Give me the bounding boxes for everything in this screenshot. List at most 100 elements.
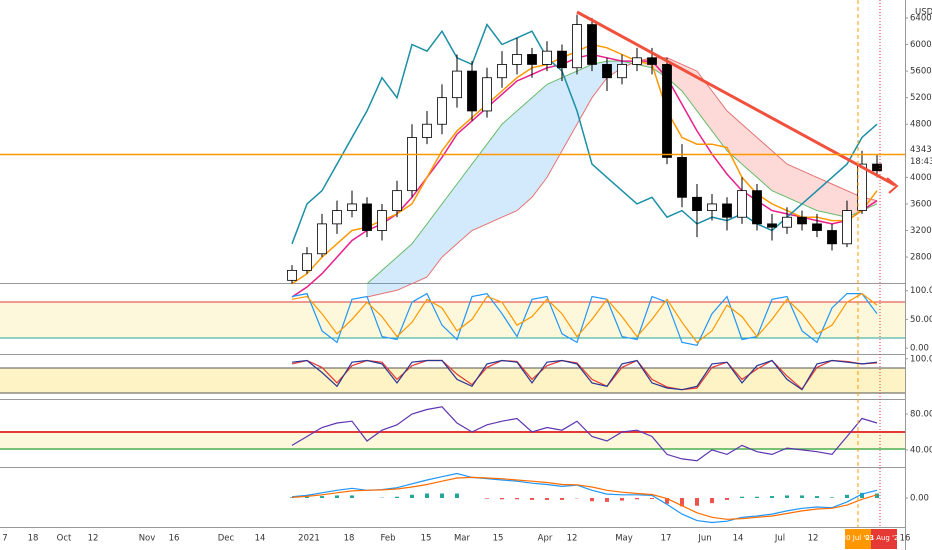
histogram-bar (305, 497, 309, 498)
panel-separators (0, 0, 906, 550)
x-tick-label: 15 (421, 534, 432, 544)
histogram-bar (665, 498, 669, 504)
marker-label: 03 Aug '21 (865, 534, 903, 542)
cloud-segment (787, 164, 802, 204)
candle-body (452, 70, 462, 99)
histogram-bar (440, 493, 444, 498)
cloud-segment (547, 77, 562, 178)
x-tick-label: 18 (28, 534, 39, 544)
candle-body (332, 210, 342, 225)
candle-body (437, 97, 447, 125)
histogram-bar (680, 498, 684, 507)
cloud-segment (412, 223, 427, 284)
candle-body (557, 50, 567, 69)
y-tick-label: 0.00 (910, 494, 929, 504)
y-tick-label: 40.00 (910, 445, 932, 455)
cloud-segment (382, 257, 397, 294)
indicator-line (291, 472, 878, 524)
x-tick-label: May (615, 534, 633, 544)
histogram-bar (635, 498, 639, 500)
cloud-segment (472, 144, 487, 231)
histogram-bar (455, 493, 459, 498)
marker-label: 30 Jul '21 (842, 534, 875, 542)
y-tick-label: 40000.00 (910, 173, 932, 183)
histogram-bar (740, 496, 744, 498)
x-tick-label: 17 (661, 534, 672, 544)
candle-body (767, 223, 777, 228)
histogram-bar (395, 496, 399, 498)
candle-body (302, 253, 312, 271)
currency: USD (915, 8, 932, 18)
x-tick-label: 12 (88, 534, 99, 544)
candle-body (617, 64, 627, 79)
countdown: 18:43:31 (910, 157, 932, 167)
candle-body (377, 210, 387, 231)
histogram-bar (350, 495, 354, 498)
x-tick-label: Apr (538, 534, 553, 544)
histogram-bar (800, 495, 804, 498)
candle-body (662, 64, 672, 158)
cloud-segment (532, 84, 547, 198)
cloud-segment (502, 110, 517, 218)
indicator-line (291, 292, 878, 346)
y-tick-label: 100.00 (910, 286, 932, 296)
histogram-bar (530, 498, 534, 500)
candle-body (677, 157, 687, 198)
candle-body (347, 203, 357, 211)
candle-body (797, 216, 807, 225)
x-tick-label: 16 (900, 534, 911, 544)
candle-body (572, 24, 582, 69)
y-tick-label: 64000.00 (910, 13, 932, 23)
y-tick-label: 0.00 (910, 344, 929, 354)
histogram-bar (785, 495, 789, 498)
histogram-bar (710, 498, 714, 504)
indicator-line (291, 476, 878, 520)
stochrsi-band (0, 368, 905, 393)
histogram-bar (410, 494, 414, 498)
histogram-bar (650, 498, 654, 499)
candle-body (722, 203, 732, 218)
histogram-bar (860, 492, 864, 498)
candle-body (512, 54, 522, 65)
cloud-segment (487, 124, 502, 224)
histogram-bar (335, 495, 339, 498)
candle-body (287, 269, 297, 281)
x-tick-label: Oct (57, 534, 72, 544)
candle-body (482, 77, 492, 112)
marker-box (871, 529, 897, 549)
y-tick-label: 56000.00 (910, 67, 932, 77)
trend-arrow (886, 177, 899, 194)
indicator-bands (0, 301, 905, 450)
cloud-segment (367, 270, 382, 297)
histogram-bar (725, 498, 729, 500)
candle-body (467, 70, 477, 112)
candle-body (407, 137, 417, 192)
histogram-bar (560, 498, 564, 500)
cloud-segment (832, 184, 847, 218)
cloud-segment (742, 124, 757, 178)
candle-body (752, 190, 762, 225)
rsi-band (0, 432, 905, 449)
x-tick-label: 7 (2, 534, 7, 544)
y-tick-label: 52000.00 (910, 93, 932, 103)
candle-body (542, 50, 552, 65)
candle-body (692, 196, 702, 211)
indicator-line (291, 292, 878, 344)
histogram-bar (545, 498, 549, 500)
histogram-bar (755, 496, 759, 498)
cloud-segment (772, 150, 787, 198)
histogram-bar (290, 497, 294, 498)
cloud-segment (757, 137, 772, 191)
x-tick-label: Jun (697, 534, 711, 544)
histogram-bar (620, 498, 624, 501)
cloud-segment (397, 243, 412, 291)
y-tick-label: 50.00 (910, 315, 932, 325)
cloud-segment (427, 203, 442, 278)
candle-body (707, 203, 717, 211)
x-tick-label: 18 (344, 534, 355, 544)
candle-body (827, 230, 837, 245)
y-tick-label: 80.00 (910, 410, 932, 420)
x-tick-label: Jul (774, 534, 785, 544)
candle-body (782, 216, 792, 228)
